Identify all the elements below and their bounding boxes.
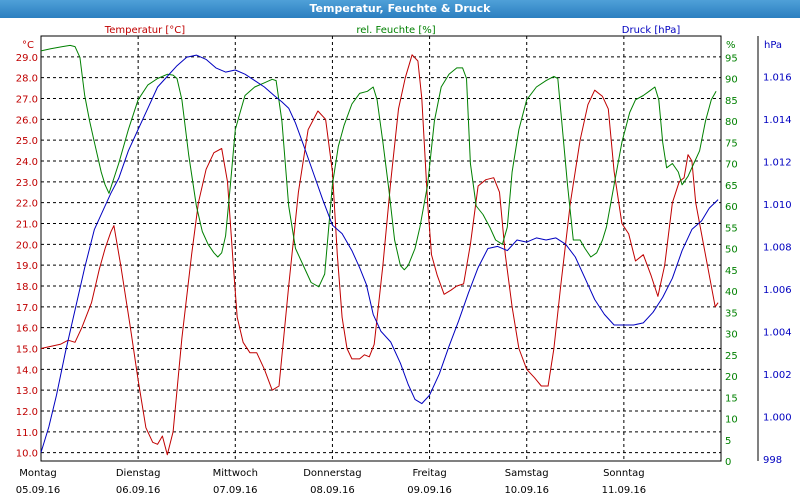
temp-tick-label: 24.0 xyxy=(16,157,38,168)
humidity-tick-label: 40 xyxy=(725,287,738,298)
pressure-tick-label: 1.000 xyxy=(763,412,792,423)
temp-series-label: Temperatur [°C] xyxy=(104,25,185,36)
temp-tick-label: 28.0 xyxy=(16,74,38,85)
temp-tick-label: 26.0 xyxy=(16,115,38,126)
humidity-tick-label: 35 xyxy=(725,308,738,319)
grid xyxy=(41,36,721,461)
pressure-tick-label: 1.012 xyxy=(763,157,792,168)
humidity-tick-label: 75 xyxy=(725,138,738,149)
humidity-tick-label: 25 xyxy=(725,351,738,362)
plot-frame xyxy=(40,35,722,462)
date-label: 09.09.16 xyxy=(407,485,452,496)
humidity-tick-label: 45 xyxy=(725,266,738,277)
date-label: 05.09.16 xyxy=(16,485,61,496)
temp-tick-label: 25.0 xyxy=(16,136,38,147)
temp-tick-label: 18.0 xyxy=(16,282,38,293)
pressure-tick-label: 1.004 xyxy=(763,327,792,338)
day-label: Mittwoch xyxy=(213,468,258,479)
pressure-axis-ticks: 998 1.000 1.002 1.004 1.006 1.008 1.010 1.012 1.… xyxy=(763,72,792,466)
date-label: 11.09.16 xyxy=(602,485,647,496)
day-label: Montag xyxy=(19,468,56,479)
temp-tick-label: 20.0 xyxy=(16,240,38,251)
humidity-tick-label: 80 xyxy=(725,117,738,128)
pressure-series-label: Druck [hPa] xyxy=(622,25,681,36)
temp-tick-label: 17.0 xyxy=(16,303,38,314)
date-label: 06.09.16 xyxy=(116,485,161,496)
humidity-series-label: rel. Feuchte [%] xyxy=(356,25,435,36)
humidity-tick-label: 50 xyxy=(725,245,738,256)
humidity-tick-label: 60 xyxy=(725,202,738,213)
pressure-unit: hPa xyxy=(764,40,782,51)
temp-unit: °C xyxy=(22,40,34,51)
pressure-tick-label: 1.016 xyxy=(763,72,792,83)
humidity-unit: % xyxy=(726,40,736,51)
temp-tick-label: 13.0 xyxy=(16,386,38,397)
humidity-tick-label: 15 xyxy=(725,393,738,404)
temp-tick-label: 16.0 xyxy=(16,324,38,335)
pressure-tick-label: 998 xyxy=(763,455,782,466)
humidity-tick-label: 20 xyxy=(725,372,738,383)
series-line-hum xyxy=(40,44,717,288)
temp-axis-ticks: 10.0 11.0 12.0 13.0 14.0 15.0 16.0 17.0 18.0 19.0… xyxy=(16,53,38,460)
temp-tick-label: 19.0 xyxy=(16,261,38,272)
temp-tick-label: 10.0 xyxy=(16,449,38,460)
humidity-tick-label: 85 xyxy=(725,96,738,107)
date-label: 07.09.16 xyxy=(213,485,258,496)
pressure-tick-label: 1.014 xyxy=(763,115,792,126)
series-line-pres xyxy=(40,54,719,453)
series-line-temp xyxy=(40,54,719,456)
day-label: Donnerstag xyxy=(303,468,361,479)
temp-tick-label: 22.0 xyxy=(16,199,38,210)
temp-tick-label: 23.0 xyxy=(16,178,38,189)
temp-tick-label: 29.0 xyxy=(16,53,38,64)
humidity-tick-label: 30 xyxy=(725,330,738,341)
pressure-tick-label: 1.010 xyxy=(763,200,792,211)
pressure-tick-label: 1.008 xyxy=(763,242,792,253)
series-lines xyxy=(40,44,719,456)
temp-tick-label: 14.0 xyxy=(16,365,38,376)
temp-tick-label: 15.0 xyxy=(16,345,38,356)
day-label: Freitag xyxy=(412,468,446,479)
humidity-tick-label: 95 xyxy=(725,53,738,64)
day-label: Dienstag xyxy=(116,468,161,479)
x-axis-day-labels: Montag 05.09.16 Dienstag 06.09.16 Mittwoch 07… xyxy=(16,468,646,496)
day-label: Sonntag xyxy=(603,468,645,479)
humidity-tick-label: 65 xyxy=(725,181,738,192)
temp-tick-label: 12.0 xyxy=(16,407,38,418)
temp-tick-label: 27.0 xyxy=(16,95,38,106)
humidity-tick-label: 90 xyxy=(725,75,738,86)
humidity-tick-label: 0 xyxy=(725,457,731,468)
humidity-tick-label: 55 xyxy=(725,223,738,234)
temp-tick-label: 11.0 xyxy=(16,428,38,439)
day-label: Samstag xyxy=(505,468,549,479)
humidity-tick-label: 10 xyxy=(725,415,738,426)
humidity-tick-label: 70 xyxy=(725,160,738,171)
humidity-tick-label: 5 xyxy=(725,436,731,447)
date-label: 08.09.16 xyxy=(310,485,355,496)
humidity-axis-ticks: 0 5 10 15 20 25 30 35 40 45 50 55 60 65 70 75 80 85 90 95 xyxy=(725,53,738,468)
date-label: 10.09.16 xyxy=(504,485,549,496)
pressure-tick-label: 1.006 xyxy=(763,285,792,296)
pressure-tick-label: 1.002 xyxy=(763,370,792,381)
temp-tick-label: 21.0 xyxy=(16,220,38,231)
